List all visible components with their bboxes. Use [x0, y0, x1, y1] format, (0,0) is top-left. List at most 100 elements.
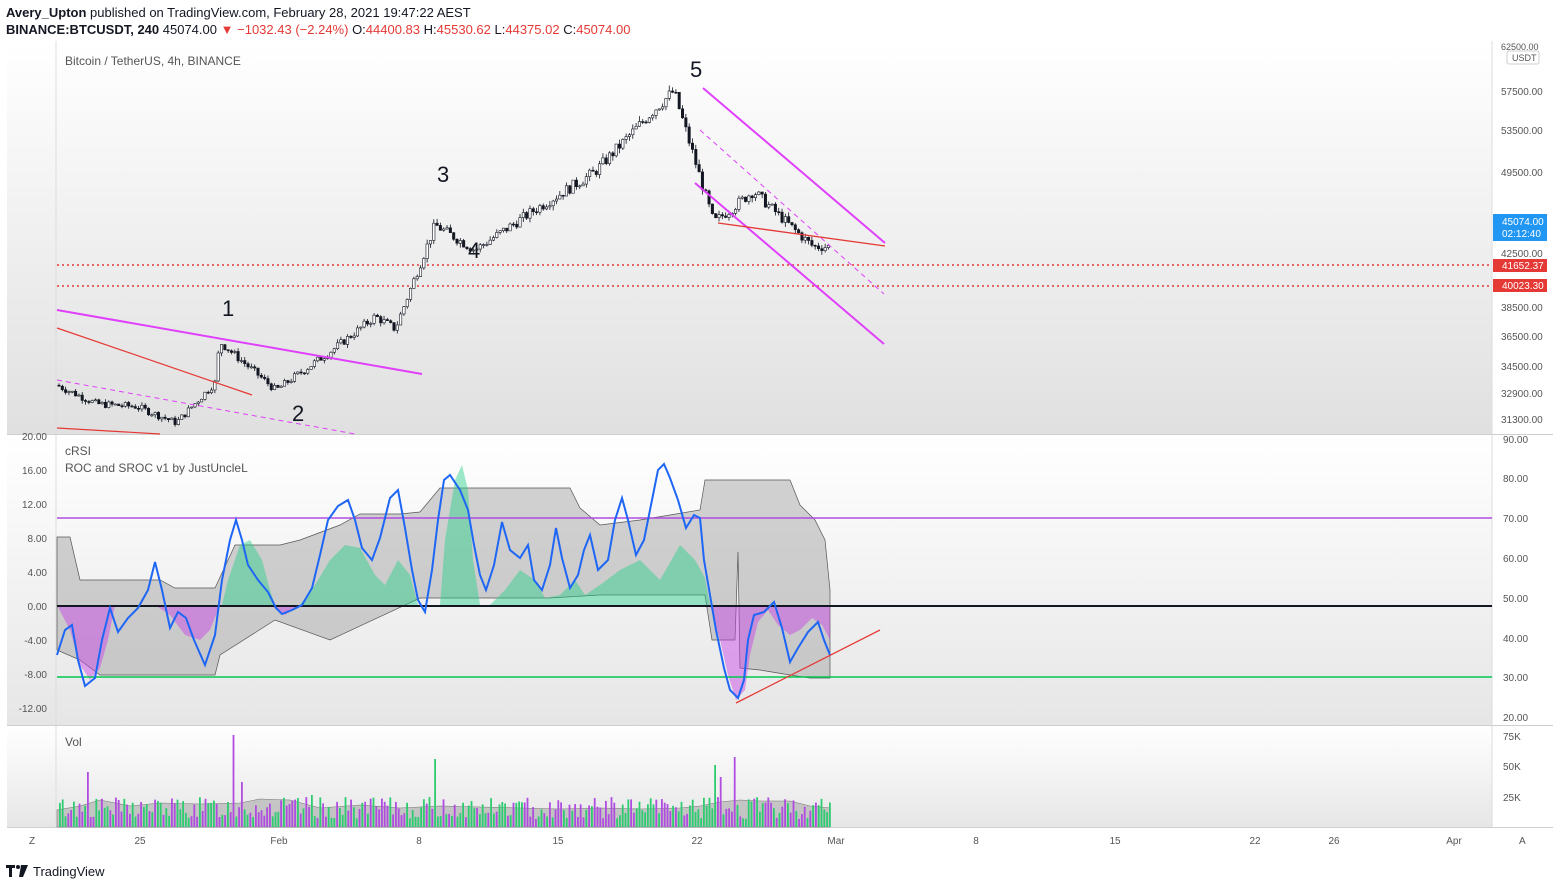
candle-body: [249, 366, 253, 369]
candle-body: [372, 314, 376, 324]
price-axis-label: 42500.00: [1501, 249, 1543, 260]
volume-bar: [742, 818, 744, 827]
volume-bar: [201, 810, 204, 827]
volume-bar: [274, 812, 277, 827]
volume-bar: [288, 803, 291, 827]
candle-body: [409, 288, 413, 300]
volume-bar: [266, 807, 268, 827]
volume-bar: [176, 799, 179, 827]
candle-body: [724, 215, 728, 218]
volume-bar: [131, 802, 134, 827]
candle-body: [787, 216, 791, 223]
candle-body: [747, 195, 751, 202]
price-axis-label: 36500.00: [1501, 332, 1543, 343]
candle-body: [395, 324, 399, 331]
candle-body: [80, 394, 84, 401]
time-axis-label: 8: [416, 836, 422, 847]
candle-body: [591, 169, 595, 172]
volume-bar: [747, 799, 750, 827]
candle-body: [299, 371, 303, 374]
volume-bar: [456, 816, 459, 827]
trend-drawings[interactable]: [56, 87, 886, 435]
volume-bar: [229, 812, 232, 827]
volume-bar: [372, 797, 375, 827]
candle-body: [684, 117, 688, 128]
volume-bar: [67, 813, 70, 827]
volume-bar: [59, 802, 61, 827]
candle-body: [352, 335, 356, 338]
open-value: 44400.83: [365, 22, 421, 37]
countdown-value: 02:12:40: [1502, 229, 1541, 240]
volume-bar: [689, 805, 691, 827]
volume-bar: [784, 799, 786, 827]
candle-body: [465, 246, 469, 249]
volume-bar: [271, 816, 274, 827]
candle-body: [183, 414, 187, 418]
volume-bar: [285, 805, 288, 827]
volume-bar: [663, 802, 666, 827]
volume-bar: [770, 802, 772, 827]
candle-body: [690, 142, 694, 150]
candle-body: [518, 217, 522, 228]
volume-bar: [691, 799, 694, 827]
volume-bar: [714, 765, 716, 827]
volume-bar: [453, 804, 456, 827]
volume-bar: [350, 799, 352, 827]
volume-bar: [168, 815, 170, 827]
zoom-button[interactable]: Z: [29, 836, 35, 847]
candle-body: [767, 204, 771, 208]
volume-bar: [409, 818, 411, 827]
volume-bar: [190, 816, 193, 827]
volume-bar: [193, 804, 196, 827]
time-axis-label: Mar: [827, 836, 845, 847]
volume-bar: [465, 817, 467, 827]
volume-bar: [260, 810, 263, 827]
candle-body: [103, 402, 107, 408]
candle-body: [714, 213, 718, 218]
currency-box[interactable]: [1506, 50, 1540, 65]
volume-bar: [73, 801, 75, 827]
volume-bar: [341, 814, 344, 827]
volume-bar: [406, 802, 408, 827]
author-name[interactable]: Avery_Upton: [6, 5, 87, 20]
auto-scale-button[interactable]: A: [1519, 836, 1526, 847]
candle-body: [574, 179, 578, 188]
volume-bar: [451, 815, 453, 827]
volume-bar: [829, 802, 831, 827]
candle-body: [505, 227, 509, 232]
volume-bar: [375, 806, 378, 827]
red-support-line: [717, 222, 886, 247]
candle-body: [263, 376, 267, 379]
candle-body: [286, 380, 290, 383]
volume-bar: [563, 810, 565, 827]
volume-bar: [434, 759, 436, 827]
candle-body: [647, 117, 651, 123]
volume-bar: [801, 814, 803, 827]
candle-body: [153, 412, 157, 416]
volume-bar: [509, 815, 512, 827]
candle-body: [777, 211, 781, 214]
candle-body: [392, 322, 396, 331]
indicator-trendline[interactable]: [735, 629, 881, 704]
volume-bar: [369, 798, 372, 827]
candle-body: [548, 205, 552, 208]
price-axis-label: 53500.00: [1501, 126, 1543, 137]
volume-bar: [140, 801, 142, 827]
volume-bar: [694, 811, 697, 827]
volume-bar: [686, 813, 688, 827]
candle-body: [568, 185, 572, 194]
volume-bar: [523, 802, 526, 827]
volume-bar: [423, 799, 425, 827]
volume-bar: [117, 799, 120, 827]
candle-body: [113, 403, 117, 406]
level-tag-1-value: 41652.37: [1502, 261, 1544, 272]
wave-labels: 1 2 3 4 5: [222, 57, 702, 426]
candle-body: [369, 323, 373, 325]
candle-body: [256, 367, 260, 376]
footer-brand[interactable]: TradingView: [33, 864, 105, 879]
volume-bar: [120, 811, 123, 827]
last-price-tag-value: 45074.00: [1502, 217, 1544, 228]
candle-body: [229, 350, 233, 353]
candle-body: [707, 190, 711, 205]
